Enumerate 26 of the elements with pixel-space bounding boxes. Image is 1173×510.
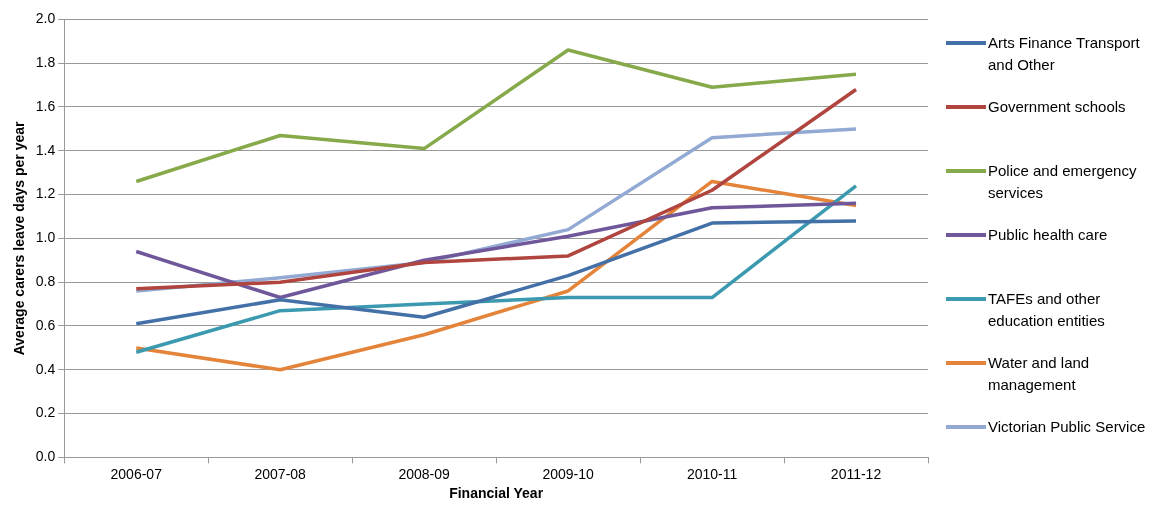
- legend-label: Government schools: [987, 97, 1127, 117]
- y-tick-label: 0.4: [35, 360, 56, 377]
- x-tick-label: 2011-12: [830, 465, 882, 482]
- y-tick-label: 1.0: [35, 229, 56, 246]
- y-tick-label: 0.2: [35, 404, 56, 421]
- x-tick-label: 2008-09: [398, 465, 451, 482]
- y-tick-label: 2.0: [35, 10, 56, 27]
- y-tick-label: 1.4: [35, 141, 56, 158]
- legend-label: Police and emergency services: [987, 161, 1138, 203]
- y-tick-label: 1.2: [35, 185, 56, 202]
- legend-label: Victorian Public Service: [987, 417, 1147, 437]
- x-tick-label: 2009-10: [542, 465, 595, 482]
- legend-label: Water and land management: [987, 353, 1091, 395]
- y-tick-label: 0.0: [35, 448, 56, 465]
- x-axis-title: Financial Year: [449, 485, 544, 502]
- x-tick-label: 2007-08: [254, 465, 307, 482]
- y-axis-title: Average carers leave days per year: [11, 120, 28, 356]
- legend-label: Public health care: [987, 225, 1109, 245]
- x-tick-label: 2010-11: [686, 465, 738, 482]
- y-tick-label: 0.6: [35, 316, 56, 333]
- legend-label: Arts Finance Transport and Other: [987, 33, 1141, 75]
- x-tick-label: 2006-07: [110, 465, 163, 482]
- y-tick-label: 1.6: [35, 97, 56, 114]
- legend-label: TAFEs and other education entities: [987, 289, 1106, 331]
- y-tick-label: 0.8: [35, 273, 56, 290]
- y-tick-label: 1.8: [35, 54, 56, 71]
